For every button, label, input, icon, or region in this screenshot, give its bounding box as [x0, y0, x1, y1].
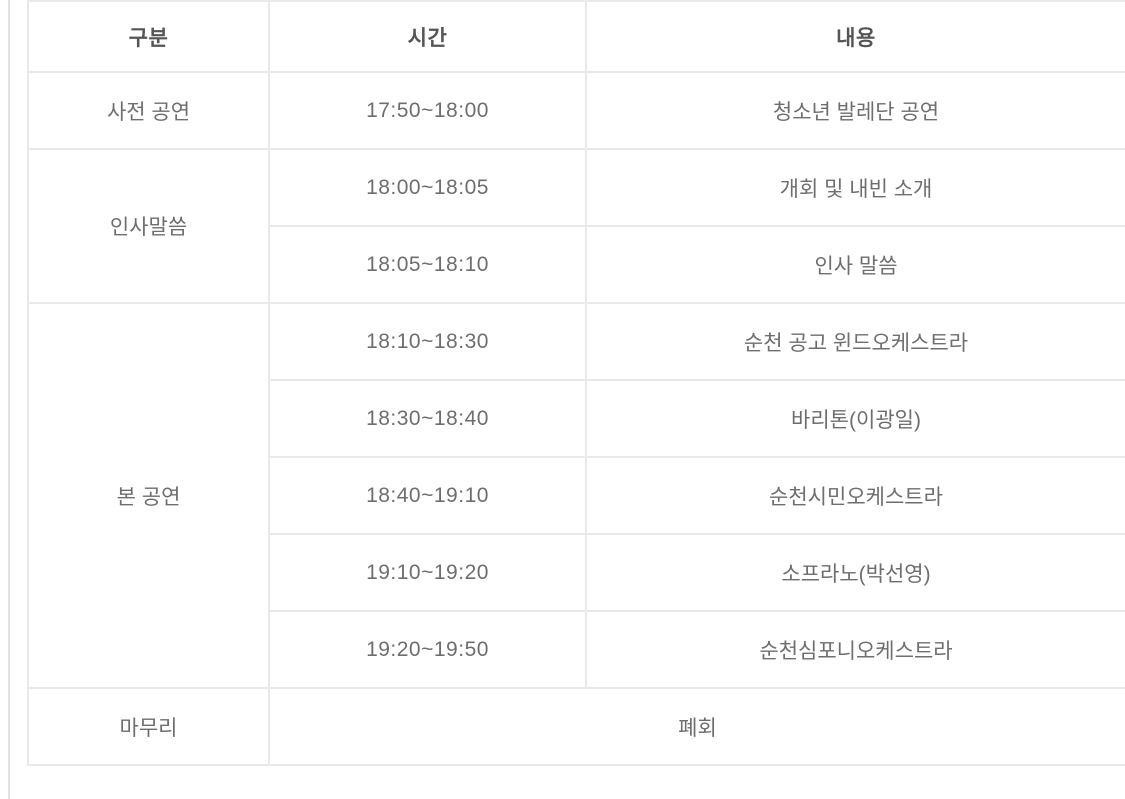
header-cell-category: 구분: [27, 0, 270, 73]
category-cell: 본 공연: [27, 302, 270, 689]
time-cell: 18:00~18:05: [268, 148, 587, 227]
left-page-rule: [8, 0, 10, 799]
time-cell: 17:50~18:00: [268, 71, 587, 150]
table-header-row: 구분 시간 내용: [27, 0, 1125, 73]
merged-content-cell: 폐회: [268, 687, 1125, 766]
content-cell: 개회 및 내빈 소개: [585, 148, 1125, 227]
table-row: 마무리 폐회: [27, 687, 1125, 766]
time-cell: 18:30~18:40: [268, 379, 587, 458]
content-cell: 청소년 발레단 공연: [585, 71, 1125, 150]
time-cell: 18:05~18:10: [268, 225, 587, 304]
content-cell: 바리톤(이광일): [585, 379, 1125, 458]
header-cell-time: 시간: [268, 0, 587, 73]
category-cell: 인사말씀: [27, 148, 270, 304]
table-row: 사전 공연 17:50~18:00 청소년 발레단 공연: [27, 71, 1125, 150]
table-row: 19:10~19:20 소프라노(박선영): [28, 533, 1125, 612]
category-cell: 마무리: [27, 687, 270, 766]
table-row: 18:40~19:10 순천시민오케스트라: [28, 456, 1125, 535]
content-cell: 순천심포니오케스트라: [585, 610, 1125, 689]
header-cell-content: 내용: [585, 0, 1125, 73]
category-cell: 사전 공연: [27, 71, 270, 150]
time-cell: 19:20~19:50: [268, 610, 587, 689]
table-row: 본 공연 18:10~18:30 순천 공고 윈드오케스트라: [27, 302, 1125, 689]
content-cell: 소프라노(박선영): [585, 533, 1125, 612]
table-row: 18:30~18:40 바리톤(이광일): [28, 379, 1125, 458]
content-cell: 순천 공고 윈드오케스트라: [585, 302, 1125, 381]
event-schedule-table: 구분 시간 내용 사전 공연 17:50~18:00 청소년 발레단 공연 인사…: [27, 0, 1125, 766]
table-row: 18:05~18:10 인사 말씀: [28, 225, 1125, 304]
time-cell: 19:10~19:20: [268, 533, 587, 612]
content-cell: 인사 말씀: [585, 225, 1125, 304]
table-row: 인사말씀 18:00~18:05 개회 및 내빈 소개: [27, 148, 1125, 304]
time-cell: 18:10~18:30: [268, 302, 587, 381]
content-cell: 순천시민오케스트라: [585, 456, 1125, 535]
time-cell: 18:40~19:10: [268, 456, 587, 535]
table-row: 19:20~19:50 순천심포니오케스트라: [28, 610, 1125, 689]
